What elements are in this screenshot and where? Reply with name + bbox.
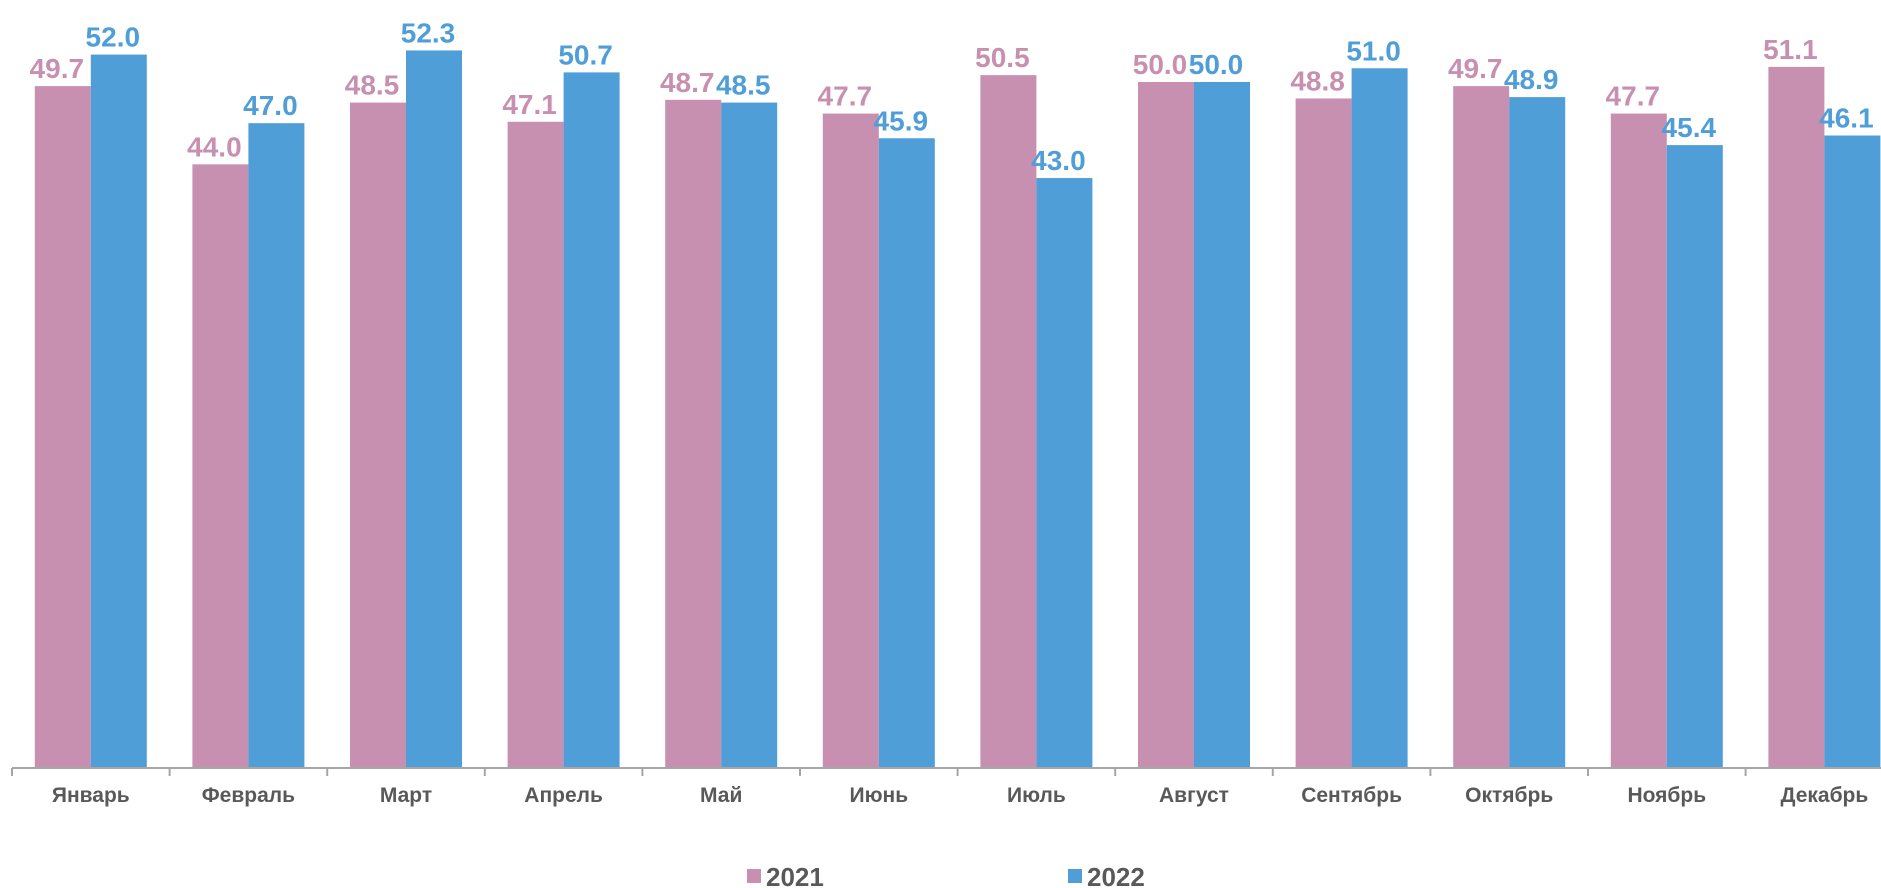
legend: 2021 2022	[747, 862, 1145, 888]
bar-2021-may	[665, 99, 722, 768]
data-label-2021-may: 48.7	[660, 67, 715, 98]
bar-2022-july	[1036, 178, 1093, 769]
bar-2022-september	[1351, 68, 1408, 768]
x-ticks-layer: Январь Февраль Март Апрель Май Июнь Июль Август…	[11, 768, 1869, 807]
data-label-2021-september: 48.8	[1290, 65, 1345, 96]
bar-2022-august	[1194, 82, 1250, 768]
data-label-2021-november: 47.7	[1606, 81, 1661, 112]
x-tick-label-october: Октябрь	[1465, 784, 1553, 807]
data-label-2021-february: 44.0	[187, 131, 242, 162]
data-label-2022-february: 47.0	[243, 90, 298, 121]
data-label-2022-july: 43.0	[1031, 145, 1086, 176]
data-label-2022-november: 45.4	[1662, 112, 1717, 143]
x-tick-label-july: Июль	[1007, 784, 1066, 807]
bar-2022-november	[1666, 145, 1723, 768]
data-label-2022-december: 46.1	[1819, 103, 1874, 134]
bar-2021-april	[507, 121, 564, 768]
data-label-2021-october: 49.7	[1448, 53, 1503, 84]
data-label-2022-january: 52.0	[86, 22, 141, 53]
x-tick-label-may: Май	[700, 784, 742, 807]
data-labels-layer: 49.752.044.047.048.552.347.150.748.7 48.5…	[30, 17, 1874, 176]
data-label-2022-june: 45.9	[874, 105, 929, 136]
legend-swatch-2021	[747, 869, 761, 883]
x-tick-label-august: Август	[1159, 784, 1229, 807]
bar-2022-april	[563, 72, 620, 768]
x-tick-label-september: Сентябрь	[1301, 784, 1402, 807]
bar-2021-june	[822, 113, 879, 768]
bar-2022-june	[878, 138, 935, 768]
data-label-2021-august: 50.0	[1133, 49, 1188, 80]
data-label-2022-april: 50.7	[558, 39, 613, 70]
bar-2021-january	[34, 86, 91, 769]
bars-layer	[34, 50, 1881, 769]
bar-2021-november	[1610, 113, 1667, 768]
x-tick-label-june: Июнь	[849, 784, 908, 807]
data-label-2021-january: 49.7	[30, 53, 85, 84]
data-label-2022-september: 51.0	[1346, 35, 1401, 66]
x-tick-label-march: Март	[380, 784, 432, 807]
data-label-2022-may: 48.5	[716, 70, 771, 101]
bar-2022-march	[406, 50, 462, 769]
bar-2022-january	[90, 54, 147, 769]
legend-label-2021: 2021	[766, 862, 824, 888]
bar-2021-october	[1453, 86, 1510, 769]
data-label-2021-december: 51.1	[1763, 34, 1818, 65]
bar-2021-march	[350, 102, 406, 768]
bar-2021-december	[1768, 66, 1825, 768]
bar-2021-july	[980, 75, 1037, 768]
data-label-2021-march: 48.5	[345, 70, 400, 101]
data-label-2021-july: 50.5	[975, 42, 1030, 73]
x-tick-label-january: Январь	[52, 784, 130, 807]
bar-2021-february	[192, 164, 249, 768]
x-tick-label-february: Февраль	[202, 784, 295, 807]
bar-2022-december	[1824, 135, 1881, 768]
legend-label-2022: 2022	[1087, 862, 1145, 888]
data-label-2022-october: 48.9	[1504, 64, 1559, 95]
data-label-2022-august: 50.0	[1189, 49, 1244, 80]
data-label-2021-june: 47.7	[818, 81, 873, 112]
x-tick-label-april: Апрель	[524, 784, 603, 807]
data-label-2022-march: 52.3	[401, 17, 456, 48]
x-tick-label-december: Декабрь	[1781, 784, 1869, 807]
bar-2021-august	[1138, 82, 1194, 768]
legend-swatch-2022	[1068, 869, 1082, 883]
bar-2022-october	[1509, 97, 1566, 769]
bar-2021-september	[1295, 98, 1352, 769]
x-tick-label-november: Ноябрь	[1627, 784, 1706, 807]
bar-2022-may	[721, 102, 778, 768]
bar-2022-february	[248, 123, 305, 768]
data-label-2021-april: 47.1	[502, 89, 557, 120]
